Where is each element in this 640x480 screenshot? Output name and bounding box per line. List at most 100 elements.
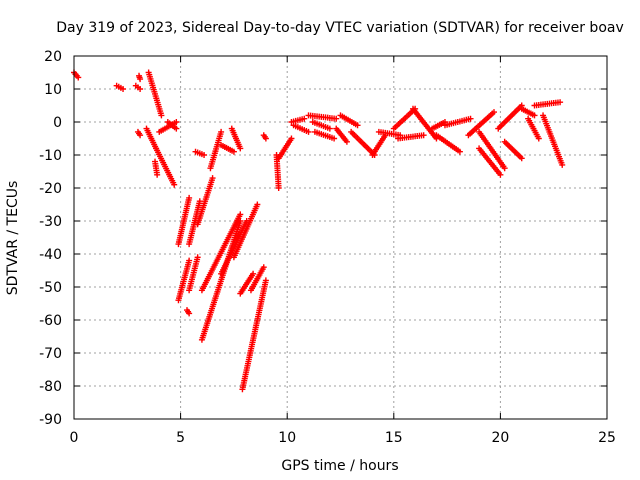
- data-point: [237, 145, 244, 152]
- data-point: [154, 171, 161, 178]
- series-s01: [71, 69, 82, 81]
- series-s36: [311, 128, 338, 142]
- data-point: [559, 161, 566, 168]
- data-point: [467, 115, 474, 122]
- series-s49: [476, 145, 504, 178]
- y-tick-label: -10: [39, 148, 62, 164]
- data-point: [186, 310, 193, 317]
- data-point: [186, 194, 193, 201]
- series-s40: [369, 132, 389, 158]
- series-s13: [175, 257, 193, 304]
- series-s23: [230, 201, 261, 261]
- y-tick-label: -80: [39, 379, 62, 395]
- y-tick-labels: 20 10 0 -10 -20 -30 -40 -50 -60 -70 -80 -90: [39, 49, 62, 428]
- data-point: [237, 211, 244, 218]
- data-point: [557, 99, 564, 106]
- x-tick-label: 20: [491, 430, 509, 446]
- series-s24: [218, 142, 237, 155]
- series-s25: [228, 125, 244, 152]
- y-tick-label: -40: [39, 247, 62, 263]
- series-s53: [518, 105, 538, 119]
- data-point: [137, 76, 144, 83]
- y-tick-label: -90: [39, 412, 62, 428]
- series-s48: [465, 109, 498, 139]
- series-s03: [132, 82, 144, 92]
- y-tick-label: -20: [39, 181, 62, 197]
- data-point: [501, 165, 508, 172]
- series-s14: [183, 307, 193, 317]
- series-s51: [495, 102, 525, 132]
- data-point: [354, 122, 361, 129]
- series-s06: [134, 128, 144, 139]
- data-point: [158, 112, 165, 119]
- series-s55: [531, 99, 564, 109]
- data-point: [343, 138, 350, 145]
- series-s52: [501, 138, 525, 162]
- series-s32: [288, 115, 308, 125]
- data-point: [173, 125, 180, 132]
- plot-frame: [73, 55, 608, 420]
- series-s26: [237, 270, 257, 297]
- data-point: [491, 109, 498, 116]
- data-point: [535, 135, 542, 142]
- y-tick-label: -70: [39, 346, 62, 362]
- series-s34: [305, 112, 340, 122]
- data-point: [196, 198, 203, 205]
- y-tick-label: 10: [44, 82, 62, 98]
- data-point: [301, 115, 308, 122]
- x-tick-label: 0: [70, 430, 79, 446]
- series-s09: [152, 158, 161, 178]
- y-tick-label: 20: [44, 49, 62, 65]
- x-axis-label: GPS time / hours: [281, 458, 398, 474]
- series-s18: [194, 175, 216, 228]
- series-s37: [333, 125, 350, 145]
- series-s11: [164, 119, 180, 132]
- data-point: [201, 152, 208, 158]
- series-s02: [113, 82, 127, 92]
- data-point: [531, 112, 538, 119]
- data-point: [260, 264, 267, 271]
- axis-ticks: [73, 55, 608, 420]
- data-point: [331, 135, 338, 142]
- data-point: [171, 181, 178, 188]
- data-point: [275, 185, 282, 191]
- data-point: [262, 135, 269, 142]
- data-point: [75, 74, 82, 81]
- data-point: [186, 257, 193, 264]
- series-s17: [192, 148, 208, 158]
- x-tick-label: 15: [385, 430, 403, 446]
- y-tick-label: -50: [39, 280, 62, 296]
- series-s43: [395, 132, 427, 142]
- data-point: [456, 148, 463, 155]
- x-tick-label: 10: [278, 430, 296, 446]
- y-tick-label: -60: [39, 313, 62, 329]
- data-point: [288, 135, 295, 142]
- series-s33: [290, 122, 312, 135]
- series-s31: [275, 135, 295, 162]
- series-s38: [337, 112, 361, 129]
- data-point: [497, 171, 504, 178]
- data-point: [250, 270, 257, 277]
- series-s21: [198, 211, 244, 294]
- x-tick-label: 5: [176, 430, 185, 446]
- data-point: [209, 175, 216, 182]
- series-s56: [540, 112, 566, 168]
- data-point: [420, 132, 427, 139]
- data-point: [254, 201, 261, 208]
- series-s46: [433, 132, 463, 155]
- series-s30: [273, 152, 282, 191]
- data-point: [326, 125, 333, 132]
- series-s05: [145, 69, 165, 119]
- series-s50: [476, 128, 508, 172]
- y-axis-label: SDTVAR / TECUs: [5, 181, 21, 296]
- data-point: [333, 115, 340, 122]
- data-point: [137, 86, 144, 92]
- data-point: [230, 148, 237, 155]
- y-tick-label: 0: [53, 115, 62, 131]
- series-s12: [175, 194, 193, 248]
- series-s27: [247, 264, 267, 294]
- series-s47: [441, 115, 474, 129]
- series-s04: [136, 72, 144, 83]
